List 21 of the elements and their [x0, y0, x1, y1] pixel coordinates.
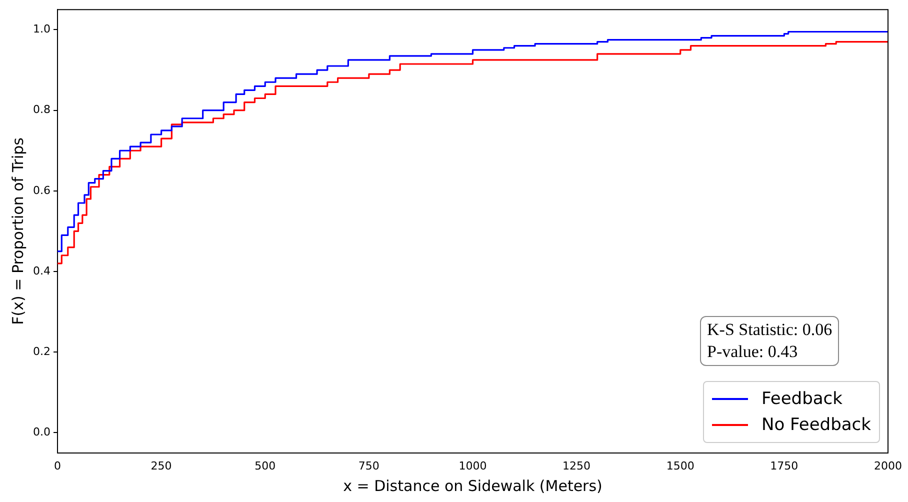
- x-tick-label: 250: [150, 459, 172, 472]
- legend-label: Feedback: [762, 389, 842, 409]
- x-tick-label: 0: [54, 459, 61, 472]
- y-tick-label: 0.8: [32, 103, 50, 116]
- x-tick-label: 1250: [562, 459, 591, 472]
- x-tick-label: 500: [254, 459, 276, 472]
- x-tick-label: 2000: [874, 459, 902, 472]
- y-tick-label: 0.2: [32, 344, 50, 358]
- x-tick-label: 750: [358, 459, 380, 472]
- y-tick-label: 1.0: [32, 22, 50, 36]
- annotation: K-S Statistic: 0.06: [707, 319, 832, 341]
- y-tick-label: 0.4: [32, 264, 50, 278]
- y-tick-label: 0.0: [32, 426, 50, 439]
- y-axis-title: F(x) = Proportion of Trips: [8, 137, 27, 325]
- legend-label: No Feedback: [762, 415, 871, 435]
- y-tick-label: 0.6: [32, 184, 50, 197]
- x-tick-label: 1500: [666, 459, 694, 472]
- x-axis-title: x = Distance on Sidewalk (Meters): [343, 476, 602, 495]
- x-tick-label: 1000: [458, 459, 487, 472]
- annotation: P-value: 0.43: [707, 341, 799, 363]
- x-tick-label: 1750: [770, 459, 798, 472]
